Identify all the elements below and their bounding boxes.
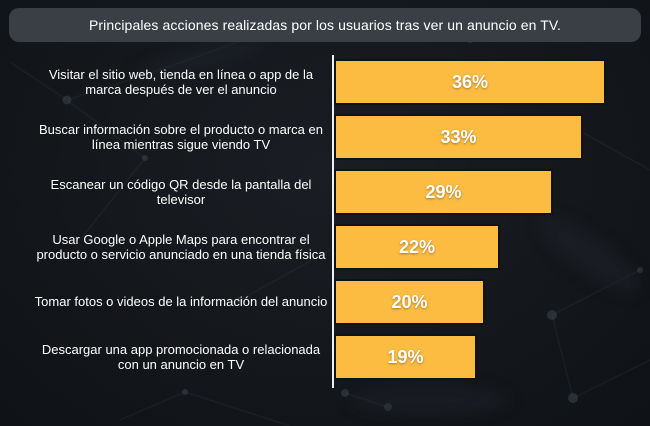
value-bar: 33% [334,114,583,160]
axis-line [332,55,334,388]
bar-track: 36% [334,59,650,105]
bar-track: 33% [334,114,650,160]
bar-track: 19% [334,334,650,380]
value-bar: 22% [334,224,500,270]
chart-rows: Visitar el sitio web, tienda en línea o … [0,59,650,380]
value-bar: 29% [334,169,553,215]
category-label: Buscar información sobre el producto o m… [39,121,323,153]
chart-row: Usar Google o Apple Maps para encontrar … [0,224,650,270]
value-bar: 36% [334,59,606,105]
page-title: Principales acciones realizadas por los … [88,17,562,33]
category-label: Descargar una app promocionada o relacio… [41,341,321,373]
bar-chart: Visitar el sitio web, tienda en línea o … [0,55,650,388]
category-label: Tomar fotos o videos de la información d… [34,294,328,310]
value-bar: 19% [334,334,477,380]
value-label: 33% [440,126,477,147]
bar-track: 20% [334,279,650,325]
chart-row: Tomar fotos o videos de la información d… [0,279,650,325]
value-bar: 20% [334,279,485,325]
bar-track: 29% [334,169,650,215]
chart-row: Descargar una app promocionada o relacio… [0,334,650,380]
value-label: 29% [425,181,462,202]
value-label: 22% [398,236,436,257]
value-label: 19% [387,346,424,367]
chart-row: Visitar el sitio web, tienda en línea o … [0,59,650,105]
chart-row: Escanear un código QR desde la pantalla … [0,169,650,215]
category-label: Usar Google o Apple Maps para encontrar … [36,231,326,263]
category-label: Visitar el sitio web, tienda en línea o … [48,66,314,98]
title-bar: Principales acciones realizadas por los … [9,8,641,42]
chart-row: Buscar información sobre el producto o m… [0,114,650,160]
value-label: 20% [391,291,428,312]
bar-track: 22% [334,224,650,270]
value-label: 36% [451,71,489,92]
category-label: Escanear un código QR desde la pantalla … [50,176,312,208]
